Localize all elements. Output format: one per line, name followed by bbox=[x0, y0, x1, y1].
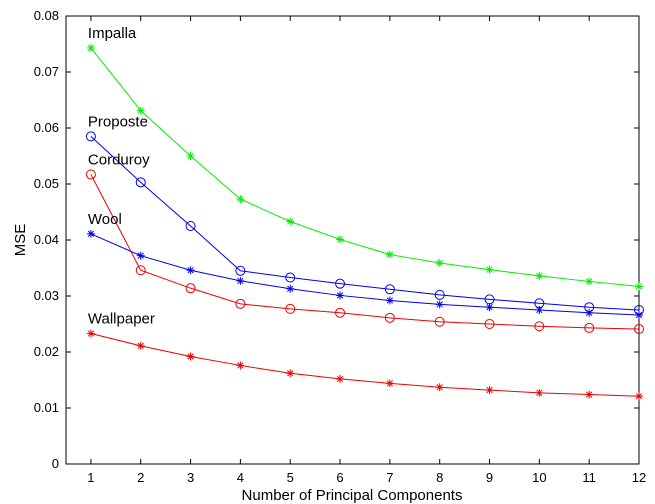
x-tick-label: 7 bbox=[386, 470, 393, 485]
data-point bbox=[484, 319, 495, 329]
data-point bbox=[535, 388, 544, 397]
series-line bbox=[90, 136, 640, 311]
data-point bbox=[236, 361, 245, 370]
data-point bbox=[85, 131, 96, 142]
series-layer: Impalla Proposte Corduroy Wool Wallpaper bbox=[85, 25, 644, 401]
y-tick-label: 0.02 bbox=[34, 344, 59, 359]
data-point bbox=[634, 324, 644, 335]
series-corduroy: Corduroy bbox=[85, 151, 644, 335]
data-point bbox=[635, 282, 643, 291]
data-point bbox=[186, 152, 195, 160]
data-point bbox=[86, 329, 95, 338]
data-point bbox=[86, 43, 95, 52]
data-point bbox=[585, 308, 594, 317]
series-line bbox=[90, 47, 640, 287]
data-point bbox=[185, 221, 196, 231]
data-point bbox=[235, 265, 246, 276]
data-point bbox=[385, 296, 394, 305]
series-line bbox=[90, 333, 640, 397]
data-point bbox=[435, 258, 444, 267]
data-point bbox=[384, 284, 395, 295]
series-label: Wallpaper bbox=[88, 311, 155, 328]
data-point bbox=[385, 250, 394, 259]
series-impalla: Impalla bbox=[86, 25, 643, 291]
data-point bbox=[336, 291, 345, 300]
data-point bbox=[585, 390, 594, 399]
data-point bbox=[235, 298, 246, 309]
series-line bbox=[90, 233, 640, 316]
data-point bbox=[135, 177, 146, 188]
x-tick-label: 8 bbox=[436, 470, 443, 485]
series-proposte: Proposte bbox=[85, 113, 644, 315]
x-tick-label: 3 bbox=[187, 470, 194, 485]
series-label: Impalla bbox=[88, 25, 137, 42]
x-tick-label: 4 bbox=[237, 470, 244, 485]
data-point bbox=[435, 383, 444, 392]
x-tick-label: 11 bbox=[582, 470, 596, 485]
series-label: Proposte bbox=[88, 113, 148, 130]
x-tick-label: 2 bbox=[137, 470, 144, 485]
y-tick-label: 0.06 bbox=[34, 120, 59, 135]
x-tick-label: 1 bbox=[87, 470, 94, 485]
data-point bbox=[485, 265, 494, 274]
data-point bbox=[286, 217, 295, 226]
data-point bbox=[135, 265, 146, 276]
data-point bbox=[186, 266, 195, 275]
data-point bbox=[335, 278, 346, 289]
data-point bbox=[286, 369, 295, 378]
y-tick-label: 0.07 bbox=[34, 64, 59, 79]
data-point bbox=[336, 235, 345, 244]
series-wool: Wool bbox=[86, 211, 643, 320]
x-tick-label: 10 bbox=[532, 470, 546, 485]
data-point bbox=[635, 392, 643, 401]
data-point bbox=[336, 374, 345, 383]
y-tick-label: 0 bbox=[52, 456, 59, 471]
x-axis: 1 2 3 4 5 6 7 8 9 10 11 12 bbox=[87, 16, 646, 485]
data-point bbox=[136, 251, 145, 260]
series-label: Wool bbox=[88, 211, 122, 228]
data-point bbox=[485, 386, 494, 395]
y-tick-label: 0.03 bbox=[34, 288, 59, 303]
data-point bbox=[85, 169, 96, 180]
series-line bbox=[90, 174, 640, 330]
x-axis-title: Number of Principal Components bbox=[242, 487, 463, 504]
data-point bbox=[585, 277, 594, 286]
data-point bbox=[434, 316, 445, 327]
data-point bbox=[434, 289, 445, 300]
data-point bbox=[535, 271, 544, 280]
x-tick-label: 5 bbox=[287, 470, 294, 485]
data-point bbox=[385, 379, 394, 388]
y-tick-label: 0.08 bbox=[34, 8, 59, 23]
data-point bbox=[186, 352, 195, 361]
y-tick-label: 0.05 bbox=[34, 176, 59, 191]
series-label: Corduroy bbox=[88, 151, 150, 168]
y-axis: 0 0.01 0.02 0.03 0.04 0.05 0.06 0.07 0.08 bbox=[34, 8, 639, 471]
data-point bbox=[285, 272, 296, 283]
data-point bbox=[635, 311, 643, 320]
data-point bbox=[285, 303, 296, 314]
data-point bbox=[384, 312, 395, 323]
data-point bbox=[435, 300, 444, 309]
data-point bbox=[136, 106, 145, 115]
x-tick-label: 6 bbox=[336, 470, 343, 485]
data-point bbox=[236, 276, 245, 285]
data-point bbox=[534, 321, 545, 332]
data-point bbox=[185, 283, 196, 294]
series-wallpaper: Wallpaper bbox=[86, 311, 643, 401]
y-axis-title: MSE bbox=[12, 224, 29, 257]
data-point bbox=[286, 284, 295, 293]
data-point bbox=[86, 229, 95, 238]
data-point bbox=[236, 195, 245, 204]
x-tick-label: 12 bbox=[632, 470, 646, 485]
data-point bbox=[136, 341, 145, 350]
data-point bbox=[335, 307, 346, 318]
x-tick-label: 9 bbox=[486, 470, 493, 485]
plot-area bbox=[65, 15, 640, 465]
data-point bbox=[535, 306, 544, 314]
data-point bbox=[584, 322, 595, 333]
y-tick-label: 0.01 bbox=[34, 400, 59, 415]
data-point bbox=[485, 303, 494, 312]
y-tick-label: 0.04 bbox=[34, 232, 59, 247]
